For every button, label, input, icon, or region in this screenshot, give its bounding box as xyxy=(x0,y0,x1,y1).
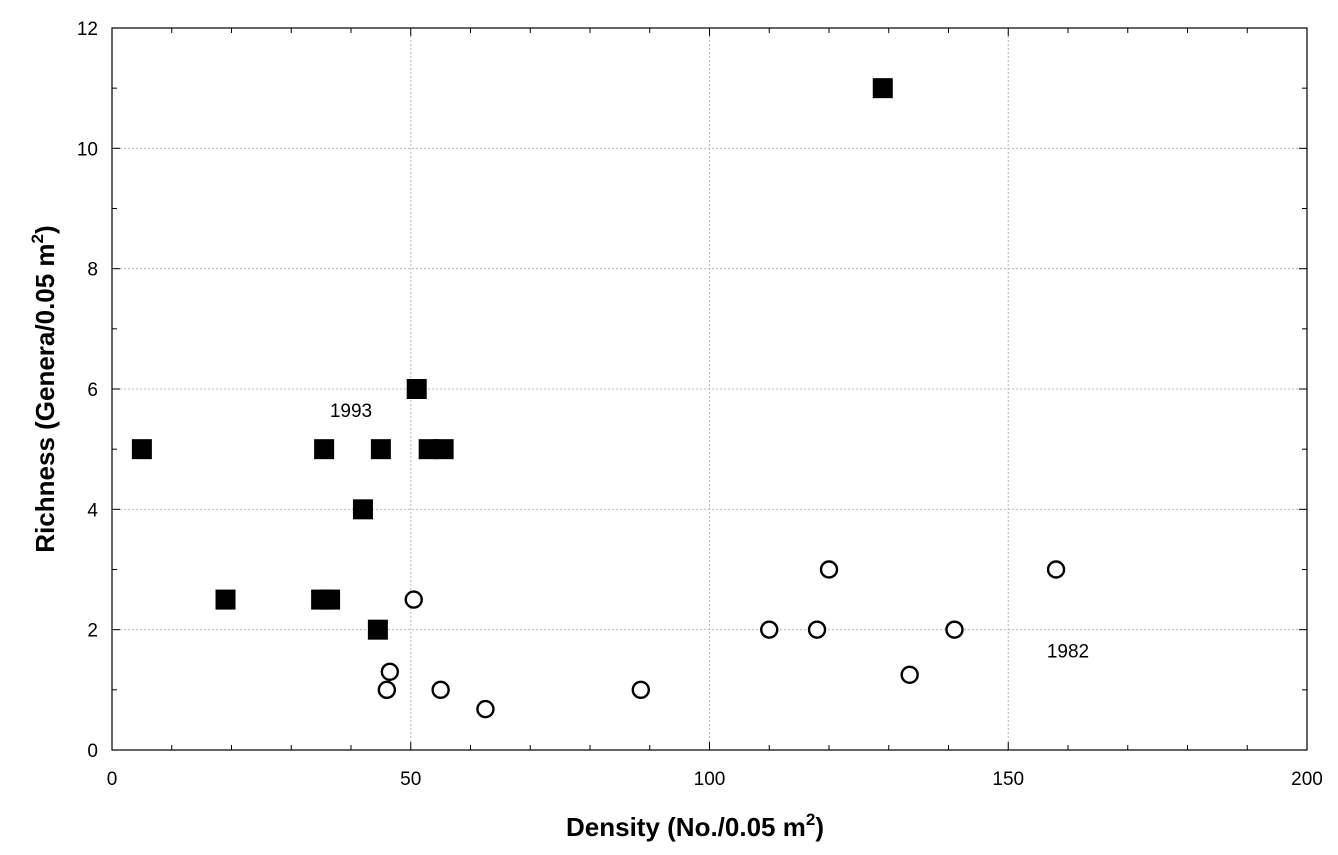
y-tick-label: 6 xyxy=(87,380,98,401)
x-tick-labels: 0 50 100 150 200 xyxy=(107,769,1323,790)
x-tick-label: 50 xyxy=(400,769,421,790)
open-circle-point xyxy=(900,665,919,684)
filled-square-point xyxy=(314,439,335,460)
x-axis-title: Density (No./0.05 m2) xyxy=(566,810,824,842)
y-tick-label: 4 xyxy=(87,500,98,521)
open-circle-point xyxy=(380,662,400,681)
open-circle-point xyxy=(404,590,423,609)
grid-lines xyxy=(112,28,1307,750)
x-tick-label: 0 xyxy=(107,769,118,790)
annotation-label: 1982 xyxy=(1047,642,1089,663)
filled-square-point xyxy=(872,78,893,99)
open-circle-point xyxy=(476,699,495,719)
open-circle-point xyxy=(945,620,964,639)
open-circle-point xyxy=(1046,560,1066,579)
filled-square-point xyxy=(352,499,373,520)
open-circle-point xyxy=(377,680,397,700)
y-tick-label: 10 xyxy=(77,139,98,160)
filled-square-point xyxy=(367,619,388,640)
x-tick-label: 150 xyxy=(992,769,1024,790)
x-tick-label: 200 xyxy=(1291,769,1323,790)
plot-frame xyxy=(111,27,1308,751)
y-tick-label: 8 xyxy=(87,260,98,281)
filled-square-point xyxy=(131,439,152,460)
filled-square-point xyxy=(215,589,236,610)
filled-square-point xyxy=(433,439,454,460)
open-circle-point xyxy=(631,680,650,700)
annotations: 1993 1982 xyxy=(330,401,1089,663)
y-axis-title: Richness (Genera/0.05 m2) xyxy=(28,225,60,552)
x-tick-label: 100 xyxy=(694,769,726,790)
filled-square-point xyxy=(406,379,427,399)
annotation-label: 1993 xyxy=(330,401,372,422)
y-tick-label: 12 xyxy=(77,19,98,40)
y-tick-label: 2 xyxy=(87,621,98,642)
y-tick-label: 0 xyxy=(87,741,98,762)
y-tick-labels: 0 2 4 6 8 10 12 xyxy=(77,19,99,762)
open-circle-point xyxy=(760,620,779,639)
open-circle-point xyxy=(819,560,839,579)
filled-square-point xyxy=(370,439,391,460)
open-circle-point xyxy=(807,620,827,639)
open-circle-point xyxy=(431,680,450,700)
filled-square-point xyxy=(320,589,341,610)
data-points xyxy=(131,78,1066,719)
